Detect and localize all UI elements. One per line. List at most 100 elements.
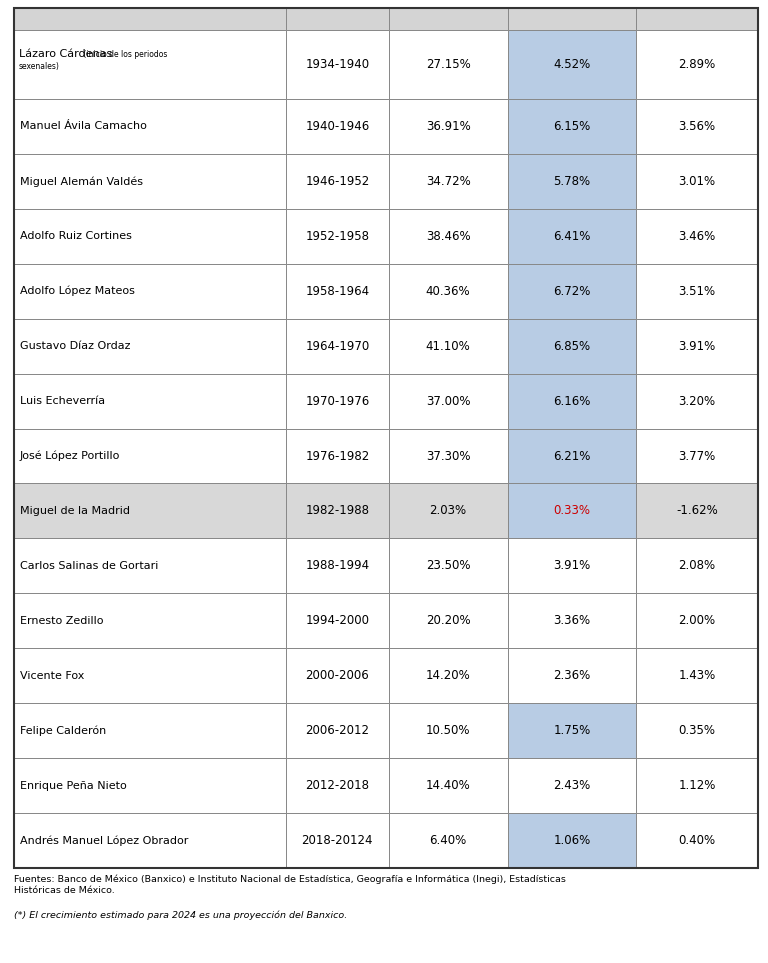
Bar [637, 319, 758, 374]
Text: 1946-1952: 1946-1952 [305, 175, 369, 188]
Text: 0.35%: 0.35% [679, 724, 716, 737]
Text: 2018-20124: 2018-20124 [302, 834, 373, 847]
Text: 6.15%: 6.15% [554, 120, 591, 133]
Bar [14, 429, 286, 483]
Text: 6.16%: 6.16% [553, 395, 591, 407]
Bar [637, 483, 758, 538]
Bar [508, 758, 637, 813]
Text: Fuentes: Banco de México (Banxico) e Instituto Nacional de Estadística, Geografí: Fuentes: Banco de México (Banxico) e Ins… [14, 874, 566, 896]
Text: 2.36%: 2.36% [554, 669, 591, 682]
Bar [637, 429, 758, 483]
Bar [637, 99, 758, 154]
Bar [286, 374, 389, 429]
Text: 1952-1958: 1952-1958 [306, 230, 369, 243]
Bar [508, 209, 637, 264]
Text: 3.51%: 3.51% [679, 285, 716, 298]
Bar [508, 319, 637, 374]
Text: 6.40%: 6.40% [429, 834, 467, 847]
Bar [389, 319, 508, 374]
Text: 3.56%: 3.56% [679, 120, 716, 133]
Bar [286, 538, 389, 593]
Bar [389, 8, 508, 30]
Bar [389, 264, 508, 319]
Bar [14, 703, 286, 758]
Bar [508, 593, 637, 648]
Text: Andrés Manuel López Obrador: Andrés Manuel López Obrador [20, 835, 188, 846]
Bar [286, 319, 389, 374]
Text: Enrique Peña Nieto: Enrique Peña Nieto [20, 781, 127, 791]
Text: Miguel de la Madrid: Miguel de la Madrid [20, 506, 130, 516]
Text: 2000-2006: 2000-2006 [306, 669, 369, 682]
Text: 37.00%: 37.00% [426, 395, 470, 407]
Bar [389, 154, 508, 209]
Bar [389, 483, 508, 538]
Bar [508, 30, 637, 99]
Bar [637, 8, 758, 30]
Text: 2.89%: 2.89% [679, 58, 716, 71]
Text: 1970-1976: 1970-1976 [305, 395, 369, 407]
Bar [14, 648, 286, 703]
Text: 2012-2018: 2012-2018 [306, 779, 369, 793]
Bar [637, 538, 758, 593]
Text: 6.72%: 6.72% [553, 285, 591, 298]
Bar [286, 99, 389, 154]
Bar [14, 593, 286, 648]
Text: Carlos Salinas de Gortari: Carlos Salinas de Gortari [20, 560, 158, 571]
Text: 3.01%: 3.01% [679, 175, 716, 188]
Bar [508, 154, 637, 209]
Bar [508, 648, 637, 703]
Bar [286, 648, 389, 703]
Bar [508, 374, 637, 429]
Bar [286, 264, 389, 319]
Bar [637, 374, 758, 429]
Text: 1982-1988: 1982-1988 [306, 505, 369, 517]
Bar [286, 30, 389, 99]
Text: 1.75%: 1.75% [554, 724, 591, 737]
Bar [286, 593, 389, 648]
Text: Gustavo Díaz Ordaz: Gustavo Díaz Ordaz [20, 341, 131, 351]
Bar [389, 648, 508, 703]
Bar [286, 703, 389, 758]
Bar [286, 154, 389, 209]
Text: sexenales): sexenales) [19, 63, 60, 71]
Text: 1.12%: 1.12% [678, 779, 716, 793]
Text: 3.77%: 3.77% [679, 450, 716, 462]
Bar [14, 8, 758, 868]
Text: Adolfo Ruiz Cortines: Adolfo Ruiz Cortines [20, 231, 132, 242]
Bar [389, 758, 508, 813]
Text: 37.30%: 37.30% [426, 450, 470, 462]
Text: 34.72%: 34.72% [425, 175, 471, 188]
Text: 0.33%: 0.33% [554, 505, 591, 517]
Bar [637, 264, 758, 319]
Bar [389, 429, 508, 483]
Text: 2.43%: 2.43% [554, 779, 591, 793]
Text: 1934-1940: 1934-1940 [305, 58, 369, 71]
Bar [389, 99, 508, 154]
Text: 1988-1994: 1988-1994 [305, 560, 369, 572]
Bar [508, 813, 637, 868]
Text: 14.40%: 14.40% [425, 779, 471, 793]
Text: 41.10%: 41.10% [425, 340, 471, 352]
Text: 2.08%: 2.08% [679, 560, 716, 572]
Text: -1.62%: -1.62% [677, 505, 718, 517]
Bar [389, 30, 508, 99]
Bar [286, 813, 389, 868]
Bar [14, 209, 286, 264]
Text: 14.20%: 14.20% [425, 669, 471, 682]
Bar [637, 154, 758, 209]
Bar [508, 703, 637, 758]
Text: 6.21%: 6.21% [553, 450, 591, 462]
Bar [14, 374, 286, 429]
Text: (inicio de los periodos: (inicio de los periodos [81, 50, 167, 60]
Text: 20.20%: 20.20% [425, 614, 471, 627]
Text: Ernesto Zedillo: Ernesto Zedillo [20, 615, 104, 626]
Text: 23.50%: 23.50% [426, 560, 470, 572]
Bar [14, 813, 286, 868]
Bar [508, 538, 637, 593]
Text: 2.00%: 2.00% [679, 614, 716, 627]
Bar [286, 483, 389, 538]
Bar [637, 593, 758, 648]
Text: 3.20%: 3.20% [679, 395, 716, 407]
Text: Felipe Calderón: Felipe Calderón [20, 725, 106, 736]
Text: Manuel Ávila Camacho: Manuel Ávila Camacho [20, 121, 147, 131]
